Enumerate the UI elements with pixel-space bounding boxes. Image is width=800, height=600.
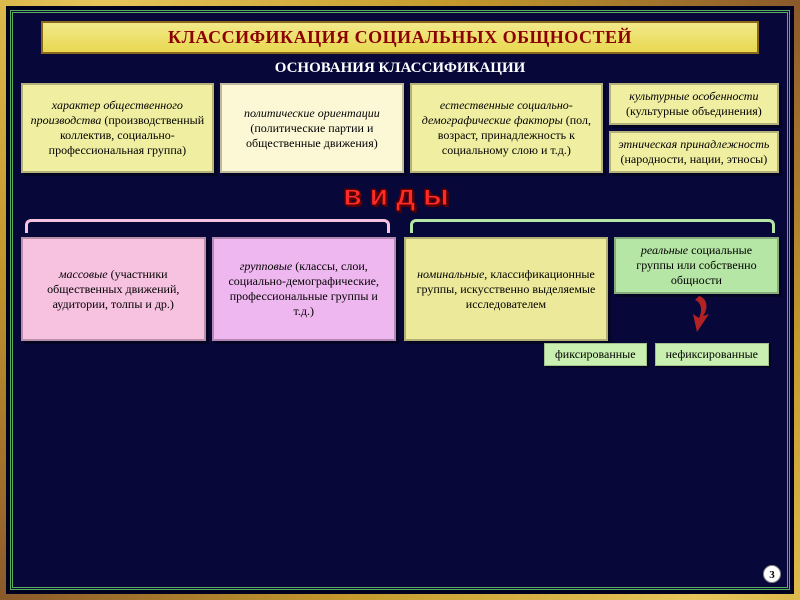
slide-inner: КЛАССИФИКАЦИЯ СОЦИАЛЬНЫХ ОБЩНОСТЕЙ ОСНОВ… (10, 10, 790, 590)
types-right: номинальные, классификационные группы, и… (404, 237, 779, 341)
vidy-label: виды (343, 179, 457, 213)
slide-title: КЛАССИФИКАЦИЯ СОЦИАЛЬНЫХ ОБЩНОСТЕЙ (41, 21, 759, 54)
base-italic: культурные особенности (629, 89, 758, 103)
base-box: характер общественного производства (про… (21, 83, 214, 173)
bottom-row: фиксированные нефиксированные (21, 343, 779, 366)
slide-subtitle: ОСНОВАНИЯ КЛАССИФИКАЦИИ (21, 60, 779, 77)
brackets-row (21, 217, 779, 237)
base-box: естественные социально-демографические ф… (410, 83, 603, 173)
base-plain: (народности, нации, этносы) (621, 152, 768, 166)
bases-right-col: культурные особенности (культурные объед… (609, 83, 779, 173)
slide-number: 3 (763, 565, 781, 583)
bracket-right (410, 219, 775, 233)
type-italic: номинальные, (417, 267, 487, 281)
chip-fixed: фиксированные (544, 343, 647, 366)
type-italic: групповые (240, 259, 293, 273)
type-box: массовые (участники общественных движени… (21, 237, 206, 341)
base-box: культурные особенности (культурные объед… (609, 83, 779, 125)
arrow-down-icon (679, 294, 713, 339)
base-italic: этническая принадлежность (618, 137, 769, 151)
types-left: массовые (участники общественных движени… (21, 237, 396, 341)
base-plain: (политические партии и общественные движ… (246, 121, 378, 150)
bases-row: характер общественного производства (про… (21, 83, 779, 173)
type-box: номинальные, классификационные группы, и… (404, 237, 608, 341)
types-row: массовые (участники общественных движени… (21, 237, 779, 341)
type-italic: массовые (59, 267, 108, 281)
base-box: этническая принадлежность (народности, н… (609, 131, 779, 173)
type-italic: реальные (641, 243, 688, 257)
base-plain: (культурные объединения) (626, 104, 762, 118)
base-italic: политические ориентации (244, 106, 380, 120)
types-right-stack: реальные социальные группы или собственн… (614, 237, 779, 341)
type-box: групповые (классы, слои, социально-демог… (212, 237, 397, 341)
slide-frame: КЛАССИФИКАЦИЯ СОЦИАЛЬНЫХ ОБЩНОСТЕЙ ОСНОВ… (0, 0, 800, 600)
vidy-label-wrap: виды (21, 179, 779, 213)
base-italic: естественные социально-демографические ф… (422, 98, 573, 127)
type-box: реальные социальные группы или собственн… (614, 237, 779, 294)
bracket-left (25, 219, 390, 233)
chip-unfixed: нефиксированные (655, 343, 769, 366)
base-box: политические ориентации (политические па… (220, 83, 404, 173)
